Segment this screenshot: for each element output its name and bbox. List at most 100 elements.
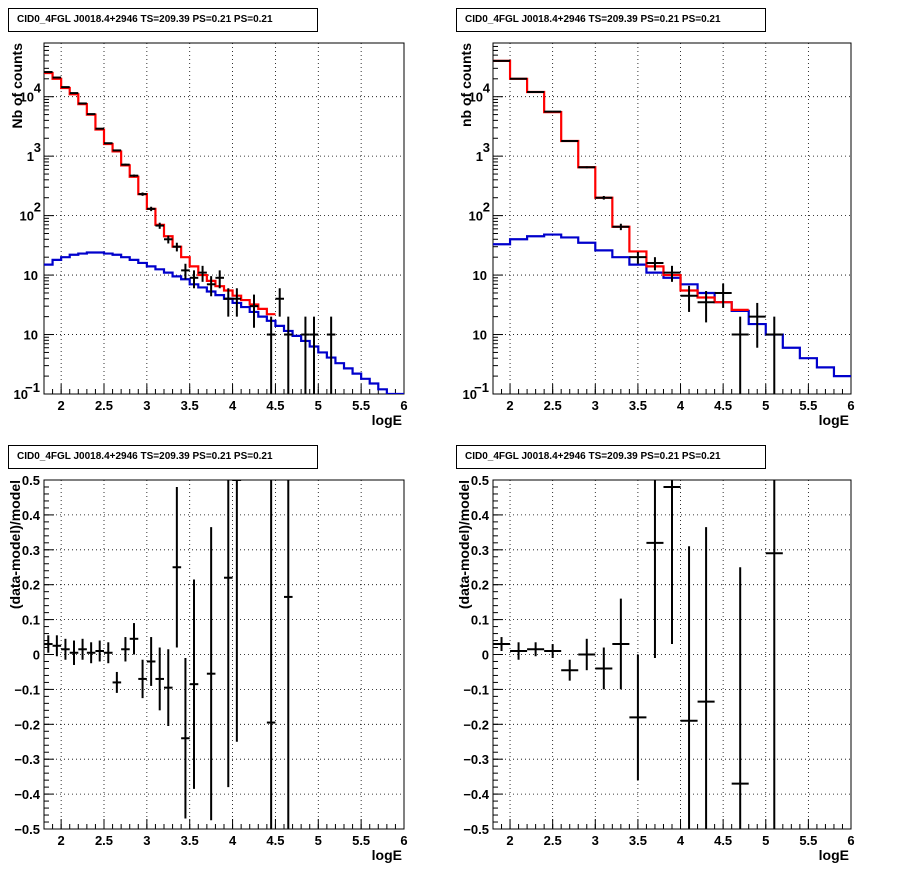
y-tick-exponent: 3: [483, 140, 490, 155]
y-tick-label: 0.5: [471, 473, 489, 488]
x-tick-label: 4: [229, 833, 237, 848]
chart-pad-top-right: 2 2.5 3 3.5 4 4.5 5 5.5 6 10 −1 10 10 10 2 1 3 10 4 nb of c…: [449, 0, 898, 437]
residual-plot-bottom-right: 2 2.5 3 3.5 4 4.5 5 5.5 6 0.5 0.4 0.3 0.2 0.1 0 −0.1 −0.…: [456, 473, 855, 863]
y-tick-label: −0.5: [14, 822, 40, 837]
y-tick-exponent: 4: [34, 81, 42, 96]
y-tick-label: −0.1: [14, 682, 40, 697]
y-tick-label: 1: [27, 149, 34, 164]
y-tick-label: −0.2: [14, 717, 40, 732]
y-tick-label: 1: [476, 149, 483, 164]
y-tick-label: 10: [20, 90, 34, 105]
y-tick-label: −0.1: [463, 682, 489, 697]
x-tick-label: 2.5: [95, 833, 113, 848]
y-tick-exponent: 3: [34, 140, 41, 155]
x-tick-label: 2.5: [544, 398, 562, 413]
y-tick-label: 0.5: [22, 473, 40, 488]
histogram-line: [493, 233, 851, 378]
y-tick-label: 0.2: [471, 578, 489, 593]
histogram-line: [44, 71, 276, 316]
chart-pad-top-left: 2 2.5 3 3.5 4 4.5 5 5.5 6 10 −1 10 10 10 2 1 3 10 4 Nb of c…: [0, 0, 449, 437]
x-tick-label: 2: [58, 833, 65, 848]
y-tick-label: 0: [33, 648, 40, 663]
y-tick-label: 10: [473, 268, 487, 283]
y-axis-title: (data-model)/model: [456, 480, 472, 609]
x-axis-title: logE: [819, 412, 849, 428]
y-tick-exponent: 2: [34, 200, 41, 215]
x-tick-label: 4.5: [266, 398, 284, 413]
x-tick-label: 3.5: [629, 398, 647, 413]
x-tick-label: 2: [506, 833, 513, 848]
x-tick-label: 3.5: [629, 833, 647, 848]
y-tick-exponent: 2: [483, 200, 490, 215]
y-tick-label: 0.2: [22, 578, 40, 593]
y-tick-label: 0.3: [22, 543, 40, 558]
y-tick-label: 10: [463, 387, 477, 402]
y-tick-label: 10: [20, 209, 34, 224]
chart-title: CID0_4FGL J0018.4+2946 TS=209.39 PS=0.21…: [456, 445, 766, 469]
x-tick-label: 6: [400, 833, 407, 848]
y-tick-exponent: −1: [474, 380, 489, 395]
x-tick-label: 3: [592, 833, 599, 848]
y-axis-title: nb of counts: [458, 43, 474, 127]
chart-pad-bottom-left: 2 2.5 3 3.5 4 4.5 5 5.5 6 0.5 0.4 0.3 0.2 0.1 0 −0.1 −0.…: [0, 437, 449, 874]
y-tick-label: −0.4: [14, 787, 40, 802]
x-tick-label: 6: [847, 398, 854, 413]
x-tick-label: 2.5: [544, 833, 562, 848]
y-axis-title: (data-model)/model: [7, 480, 23, 609]
x-tick-label: 5: [315, 833, 322, 848]
x-tick-label: 4.5: [714, 833, 732, 848]
chart-title: CID0_4FGL J0018.4+2946 TS=209.39 PS=0.21…: [8, 8, 318, 32]
y-tick-label: −0.5: [463, 822, 489, 837]
x-tick-label: 4: [677, 833, 685, 848]
x-axis-title: logE: [819, 847, 849, 863]
x-tick-label: 5: [762, 398, 769, 413]
x-axis-title: logE: [372, 847, 402, 863]
x-tick-label: 3.5: [181, 398, 199, 413]
y-tick-label: 10: [469, 90, 483, 105]
x-tick-label: 6: [847, 833, 854, 848]
y-tick-label: −0.3: [14, 752, 40, 767]
x-tick-label: 2: [506, 398, 513, 413]
residual-plot-bottom-left: 2 2.5 3 3.5 4 4.5 5 5.5 6 0.5 0.4 0.3 0.2 0.1 0 −0.1 −0.…: [7, 473, 408, 863]
x-tick-label: 2.5: [95, 398, 113, 413]
y-tick-label: −0.3: [463, 752, 489, 767]
y-tick-label: 0: [482, 648, 489, 663]
y-tick-label: −0.2: [463, 717, 489, 732]
y-tick-label: 0.3: [471, 543, 489, 558]
x-tick-label: 5.5: [352, 833, 370, 848]
y-tick-exponent: 4: [483, 81, 491, 96]
plot-area: [493, 480, 783, 829]
x-tick-label: 3.5: [181, 833, 199, 848]
plot-frame: [492, 42, 852, 395]
plot-area: [44, 480, 293, 829]
y-tick-exponent: −1: [25, 380, 40, 395]
x-tick-label: 3: [143, 398, 150, 413]
y-tick-label: −0.4: [463, 787, 489, 802]
y-tick-label: 10: [24, 328, 38, 343]
y-tick-label: 0.1: [22, 613, 40, 628]
x-tick-label: 5.5: [352, 398, 370, 413]
y-tick-label: 10: [14, 387, 28, 402]
plot-frame: [43, 42, 405, 395]
x-tick-label: 5.5: [799, 398, 817, 413]
y-tick-label: 10: [469, 209, 483, 224]
chart-title: CID0_4FGL J0018.4+2946 TS=209.39 PS=0.21…: [8, 445, 318, 469]
plot-area: [44, 71, 404, 394]
x-tick-label: 6: [400, 398, 407, 413]
y-tick-label: 0.4: [22, 508, 41, 523]
x-tick-label: 4: [229, 398, 237, 413]
y-tick-label: 10: [24, 268, 38, 283]
y-tick-label: 0.1: [471, 613, 489, 628]
histogram-line: [493, 59, 749, 311]
histogram-line: [44, 251, 404, 394]
x-tick-label: 4: [677, 398, 685, 413]
plot-frame: [43, 479, 405, 830]
x-tick-label: 3: [592, 398, 599, 413]
x-tick-label: 4.5: [714, 398, 732, 413]
x-tick-label: 4.5: [266, 833, 284, 848]
chart-pad-bottom-right: 2 2.5 3 3.5 4 4.5 5 5.5 6 0.5 0.4 0.3 0.2 0.1 0 −0.1 −0.…: [449, 437, 898, 874]
y-tick-label: 0.4: [471, 508, 490, 523]
x-axis-title: logE: [372, 412, 402, 428]
y-tick-label: 10: [473, 328, 487, 343]
